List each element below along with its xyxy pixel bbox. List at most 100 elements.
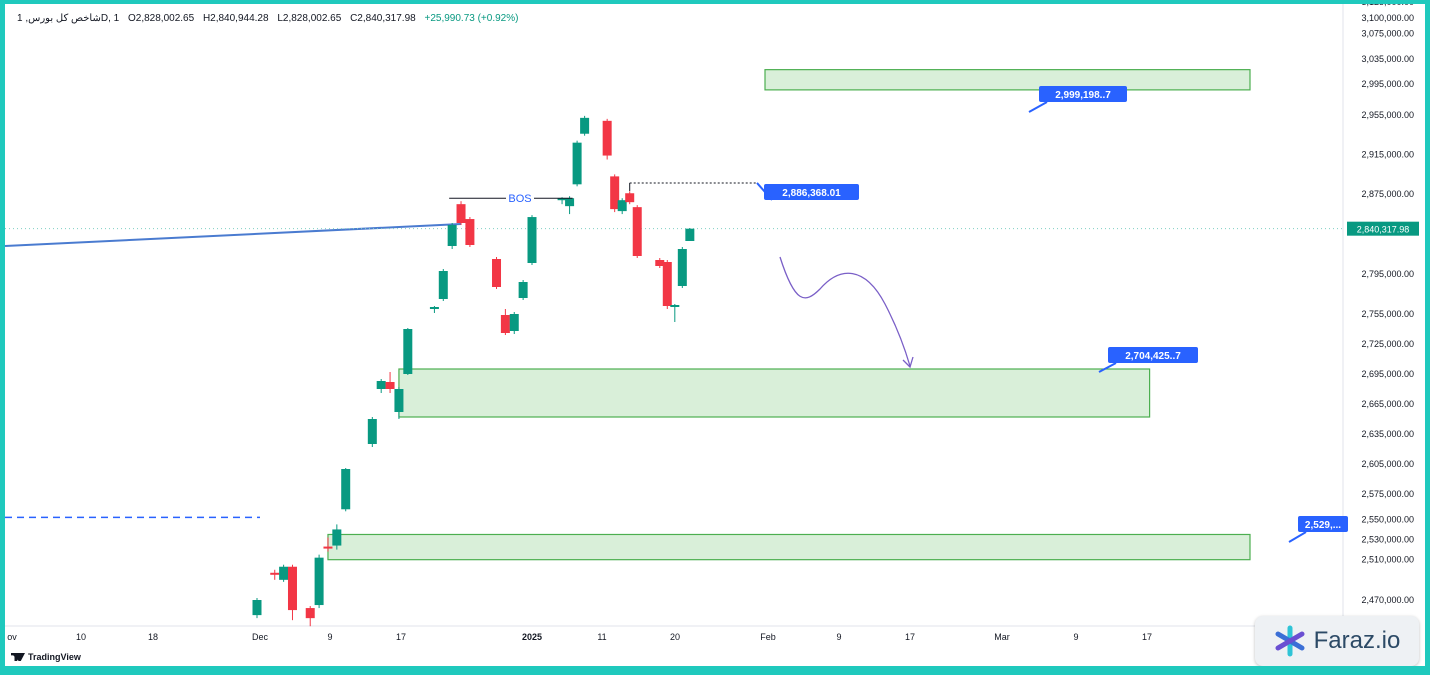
y-tick-label: 3,125,000.00 [1361, 4, 1414, 7]
x-tick-label: 9 [836, 632, 841, 642]
faraz-watermark: Faraz.io [1255, 616, 1419, 666]
zone1-callout-pointer [1028, 101, 1048, 113]
candle-body [332, 529, 342, 546]
y-tick-label: 2,470,000.00 [1361, 595, 1414, 605]
x-tick-label: 17 [396, 632, 406, 642]
y-tick-label: 2,995,000.00 [1361, 79, 1414, 89]
candle-body [341, 469, 351, 510]
candle-body [518, 282, 528, 298]
y-tick-label: 2,915,000.00 [1361, 150, 1414, 160]
candle-body [429, 307, 439, 309]
zone2-callout: 2,704,425..7 [1125, 351, 1181, 362]
candle-body [323, 546, 333, 549]
candle-body [670, 305, 680, 307]
target-callout: 2,886,368.01 [782, 188, 841, 199]
candle-body [617, 200, 627, 212]
x-tick-label: ov [7, 632, 17, 642]
tradingview-logo[interactable]: TradingView [11, 652, 81, 662]
x-tick-label: 2025 [522, 632, 542, 642]
y-tick-label: 2,510,000.00 [1361, 555, 1414, 565]
price-chart[interactable]: BOS 2,886,368.01 2,999,198..7 2,704,425..7 2… [5, 4, 1425, 666]
candle-body [314, 557, 324, 606]
candle-body [625, 193, 635, 203]
candle-body [655, 260, 665, 266]
y-tick-label: 2,665,000.00 [1361, 399, 1414, 409]
candle-body [270, 572, 280, 575]
current-price-tag-bg [1347, 221, 1419, 236]
y-tick-label: 2,635,000.00 [1361, 429, 1414, 439]
symbol-legend: شاخص کل بورس, 1D, 1 O2,828,002.65 H2,840… [17, 13, 524, 24]
trend-line [5, 223, 462, 247]
candle-body [492, 259, 502, 287]
y-tick-label: 2,695,000.00 [1361, 369, 1414, 379]
candle-body [279, 566, 289, 580]
x-tick-label: 20 [670, 632, 680, 642]
zone3-callout: 2,529,... [1305, 520, 1341, 531]
candle-body [527, 217, 537, 263]
candle-body [580, 117, 590, 134]
faraz-label: Faraz.io [1313, 627, 1401, 654]
legend-high: H2,840,944.28 [202, 13, 269, 24]
candle-body [500, 315, 510, 333]
zone3-callout-bg [1298, 516, 1348, 532]
bos-label: BOS [508, 193, 531, 205]
candle-body [447, 225, 457, 246]
candle-body [438, 271, 448, 299]
x-tick-label: 18 [148, 632, 158, 642]
tradingview-mark-icon [11, 653, 25, 661]
candle-body [602, 120, 612, 156]
candle-body [456, 204, 466, 224]
candle-body [287, 566, 297, 611]
candle-body [632, 207, 642, 256]
chart-frame: BOS 2,886,368.01 2,999,198..7 2,704,425..7 2… [5, 4, 1425, 666]
y-tick-label: 3,100,000.00 [1361, 13, 1414, 23]
current-price-tag: 2,840,317.98 [1357, 225, 1410, 235]
target-callout-pointer [756, 182, 773, 201]
x-tick-label: Feb [760, 632, 776, 642]
y-tick-label: 2,605,000.00 [1361, 459, 1414, 469]
zone1-callout-bg [1039, 86, 1127, 102]
zone2-callout-pointer [1098, 362, 1117, 373]
legend-close: C2,840,317.98 [350, 13, 416, 24]
y-tick-label: 2,795,000.00 [1361, 269, 1414, 279]
zone1-callout: 2,999,198..7 [1055, 90, 1111, 101]
y-tick-label: 2,575,000.00 [1361, 489, 1414, 499]
candle-body [305, 608, 315, 619]
x-tick-label: 17 [905, 632, 915, 642]
tradingview-label: TradingView [28, 652, 81, 662]
y-tick-label: 2,550,000.00 [1361, 514, 1414, 524]
y-tick-label: 2,530,000.00 [1361, 535, 1414, 545]
legend-symbol: شاخص کل بورس, 1D, 1 [17, 13, 120, 24]
target-callout-bg [764, 184, 859, 200]
projection-arrow-icon [902, 356, 914, 369]
candle-body [465, 219, 475, 245]
x-tick-label: 9 [1073, 632, 1078, 642]
y-tick-label: 2,725,000.00 [1361, 339, 1414, 349]
legend-change: +25,990.73 (+0.92%) [424, 13, 519, 24]
candle-body [367, 419, 377, 444]
legend-low: L2,828,002.65 [277, 13, 342, 24]
candle-body [572, 142, 582, 185]
candle-body [394, 389, 404, 412]
candle-body [677, 249, 687, 286]
candle-body [610, 176, 620, 210]
faraz-logo-icon [1275, 625, 1305, 657]
candle-body [662, 262, 672, 306]
x-tick-label: 9 [327, 632, 332, 642]
x-tick-label: Dec [252, 632, 269, 642]
y-tick-label: 2,955,000.00 [1361, 110, 1414, 120]
x-tick-label: 10 [76, 632, 86, 642]
zone-rect [764, 69, 1251, 91]
x-tick-label: Mar [994, 632, 1010, 642]
candle-body [685, 228, 695, 241]
projection-curve [779, 256, 911, 367]
zone3-callout-pointer [1288, 531, 1307, 543]
legend-open: O2,828,002.65 [127, 13, 195, 24]
zone-rect [398, 368, 1151, 418]
candle-body [509, 314, 519, 331]
x-tick-label: 11 [597, 632, 606, 642]
candle-body [565, 198, 575, 207]
zone2-callout-bg [1108, 347, 1198, 363]
candle-body [557, 198, 567, 201]
x-tick-label: 17 [1142, 632, 1152, 642]
